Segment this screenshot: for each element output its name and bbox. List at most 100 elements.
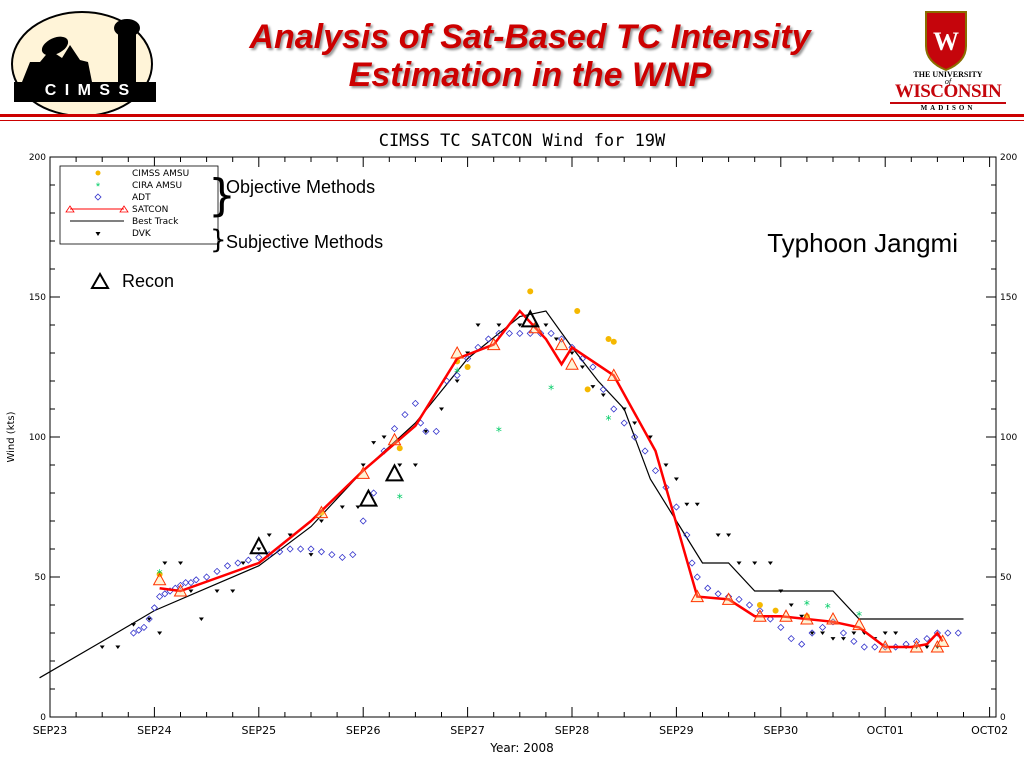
adt-point xyxy=(464,355,472,363)
dvk-point xyxy=(157,631,163,635)
cimss-amsu-point xyxy=(574,308,581,314)
adt-point xyxy=(223,562,232,570)
dvk-point xyxy=(198,617,204,621)
dvk-point xyxy=(778,589,784,593)
dvk-point xyxy=(308,553,314,557)
adt-point xyxy=(756,607,764,615)
adt-point xyxy=(557,335,566,343)
adt-point xyxy=(401,411,409,419)
y-tick-label: 150 xyxy=(29,293,46,303)
adt-point xyxy=(631,433,639,441)
adt-point xyxy=(296,545,305,553)
recon-legend-marker xyxy=(90,271,110,289)
legend-label: ADT xyxy=(132,193,151,203)
dvk-point xyxy=(715,533,721,537)
cimss-amsu-point xyxy=(584,386,591,393)
cira-amsu-point: * xyxy=(496,424,502,438)
legend-label: Best Track xyxy=(132,217,179,227)
legend-label: CIMSS AMSU xyxy=(132,169,189,179)
cira-amsu-point: * xyxy=(804,598,810,612)
satcon-point xyxy=(909,639,924,653)
dvk-point xyxy=(820,631,826,635)
adt-point xyxy=(568,343,576,351)
y-tick-label-right: 200 xyxy=(1000,153,1017,163)
dvk-point xyxy=(726,533,732,537)
satcon-point xyxy=(878,639,893,653)
header-rule xyxy=(0,114,1024,117)
recon-point xyxy=(520,309,540,328)
adt-point xyxy=(411,399,419,407)
legend: CIMSS AMSU * CIRA AMSU ADT SATCON Best Track D… xyxy=(59,165,219,245)
cimss-logo-text: C I M S S xyxy=(44,82,132,99)
dvk-point xyxy=(663,463,669,467)
cimss-amsu-point xyxy=(756,602,763,608)
adt-point xyxy=(599,385,607,393)
adt-point xyxy=(704,584,712,592)
dvk-point xyxy=(266,533,272,537)
dvk-point xyxy=(632,421,638,425)
dvk-point xyxy=(318,519,324,523)
dvk-point xyxy=(752,561,758,565)
adt-point xyxy=(129,629,138,637)
adt-point xyxy=(145,615,153,623)
adt-point xyxy=(777,623,785,631)
page-title: Analysis of Sat-Based TC Intensity Estim… xyxy=(160,18,900,94)
adt-point xyxy=(187,579,195,587)
dvk-point xyxy=(423,429,429,434)
cira-amsu-point: * xyxy=(397,492,403,506)
header-rule-thin xyxy=(0,120,1024,121)
legend-adt-swatch xyxy=(94,193,102,201)
adt-point xyxy=(422,427,430,435)
uw-line1: THE UNIVERSITY xyxy=(913,70,983,79)
dvk-point xyxy=(240,561,246,565)
adt-point xyxy=(150,604,158,612)
cimss-amsu-point xyxy=(610,338,617,345)
dvk-point xyxy=(475,323,481,327)
adt-point xyxy=(766,615,774,623)
brace-subjective: } xyxy=(210,225,227,255)
satcon-point xyxy=(753,609,767,622)
adt-point xyxy=(349,551,357,559)
dvk-point xyxy=(214,589,220,593)
recon-label: Recon xyxy=(122,271,174,291)
adt-point xyxy=(589,363,597,371)
recon-point xyxy=(249,536,269,555)
cira-amsu-point: * xyxy=(856,609,862,623)
y-tick-label-right: 150 xyxy=(1000,293,1017,303)
adt-point xyxy=(370,489,378,497)
dvk-point xyxy=(882,631,888,635)
dvk-point xyxy=(381,435,387,439)
adt-point xyxy=(276,548,284,556)
adt-point xyxy=(672,503,680,511)
satcon-point xyxy=(314,505,329,519)
adt-point xyxy=(390,425,399,433)
dvk-point xyxy=(412,463,418,467)
dvk-point xyxy=(767,561,773,565)
dvk-point xyxy=(230,589,236,593)
x-tick-label: SEP26 xyxy=(346,724,381,737)
dvk-point xyxy=(188,589,194,593)
adt-point xyxy=(317,548,326,556)
satcon-point xyxy=(935,634,950,647)
dvk-point xyxy=(684,502,690,507)
dvk-point xyxy=(454,379,460,383)
satcon-point xyxy=(173,583,188,597)
y-tick-label: 0 xyxy=(40,713,46,723)
adt-point xyxy=(787,635,795,643)
adt-point xyxy=(641,447,649,455)
adt-point xyxy=(578,355,587,363)
uw-line3: MADISON xyxy=(920,104,976,112)
dvk-point xyxy=(590,385,596,389)
adt-point xyxy=(359,517,367,525)
dvk-point xyxy=(569,351,575,355)
dvk-point xyxy=(287,533,293,537)
dvk-point xyxy=(673,477,679,481)
adt-point xyxy=(286,545,294,553)
dvk-point xyxy=(647,435,653,439)
title-line-2: Estimation in the WNP xyxy=(348,56,712,94)
adt-point xyxy=(244,556,252,564)
cimss-amsu-point xyxy=(772,607,779,614)
dvk-point xyxy=(543,323,549,327)
legend-dvk-swatch xyxy=(95,232,101,236)
